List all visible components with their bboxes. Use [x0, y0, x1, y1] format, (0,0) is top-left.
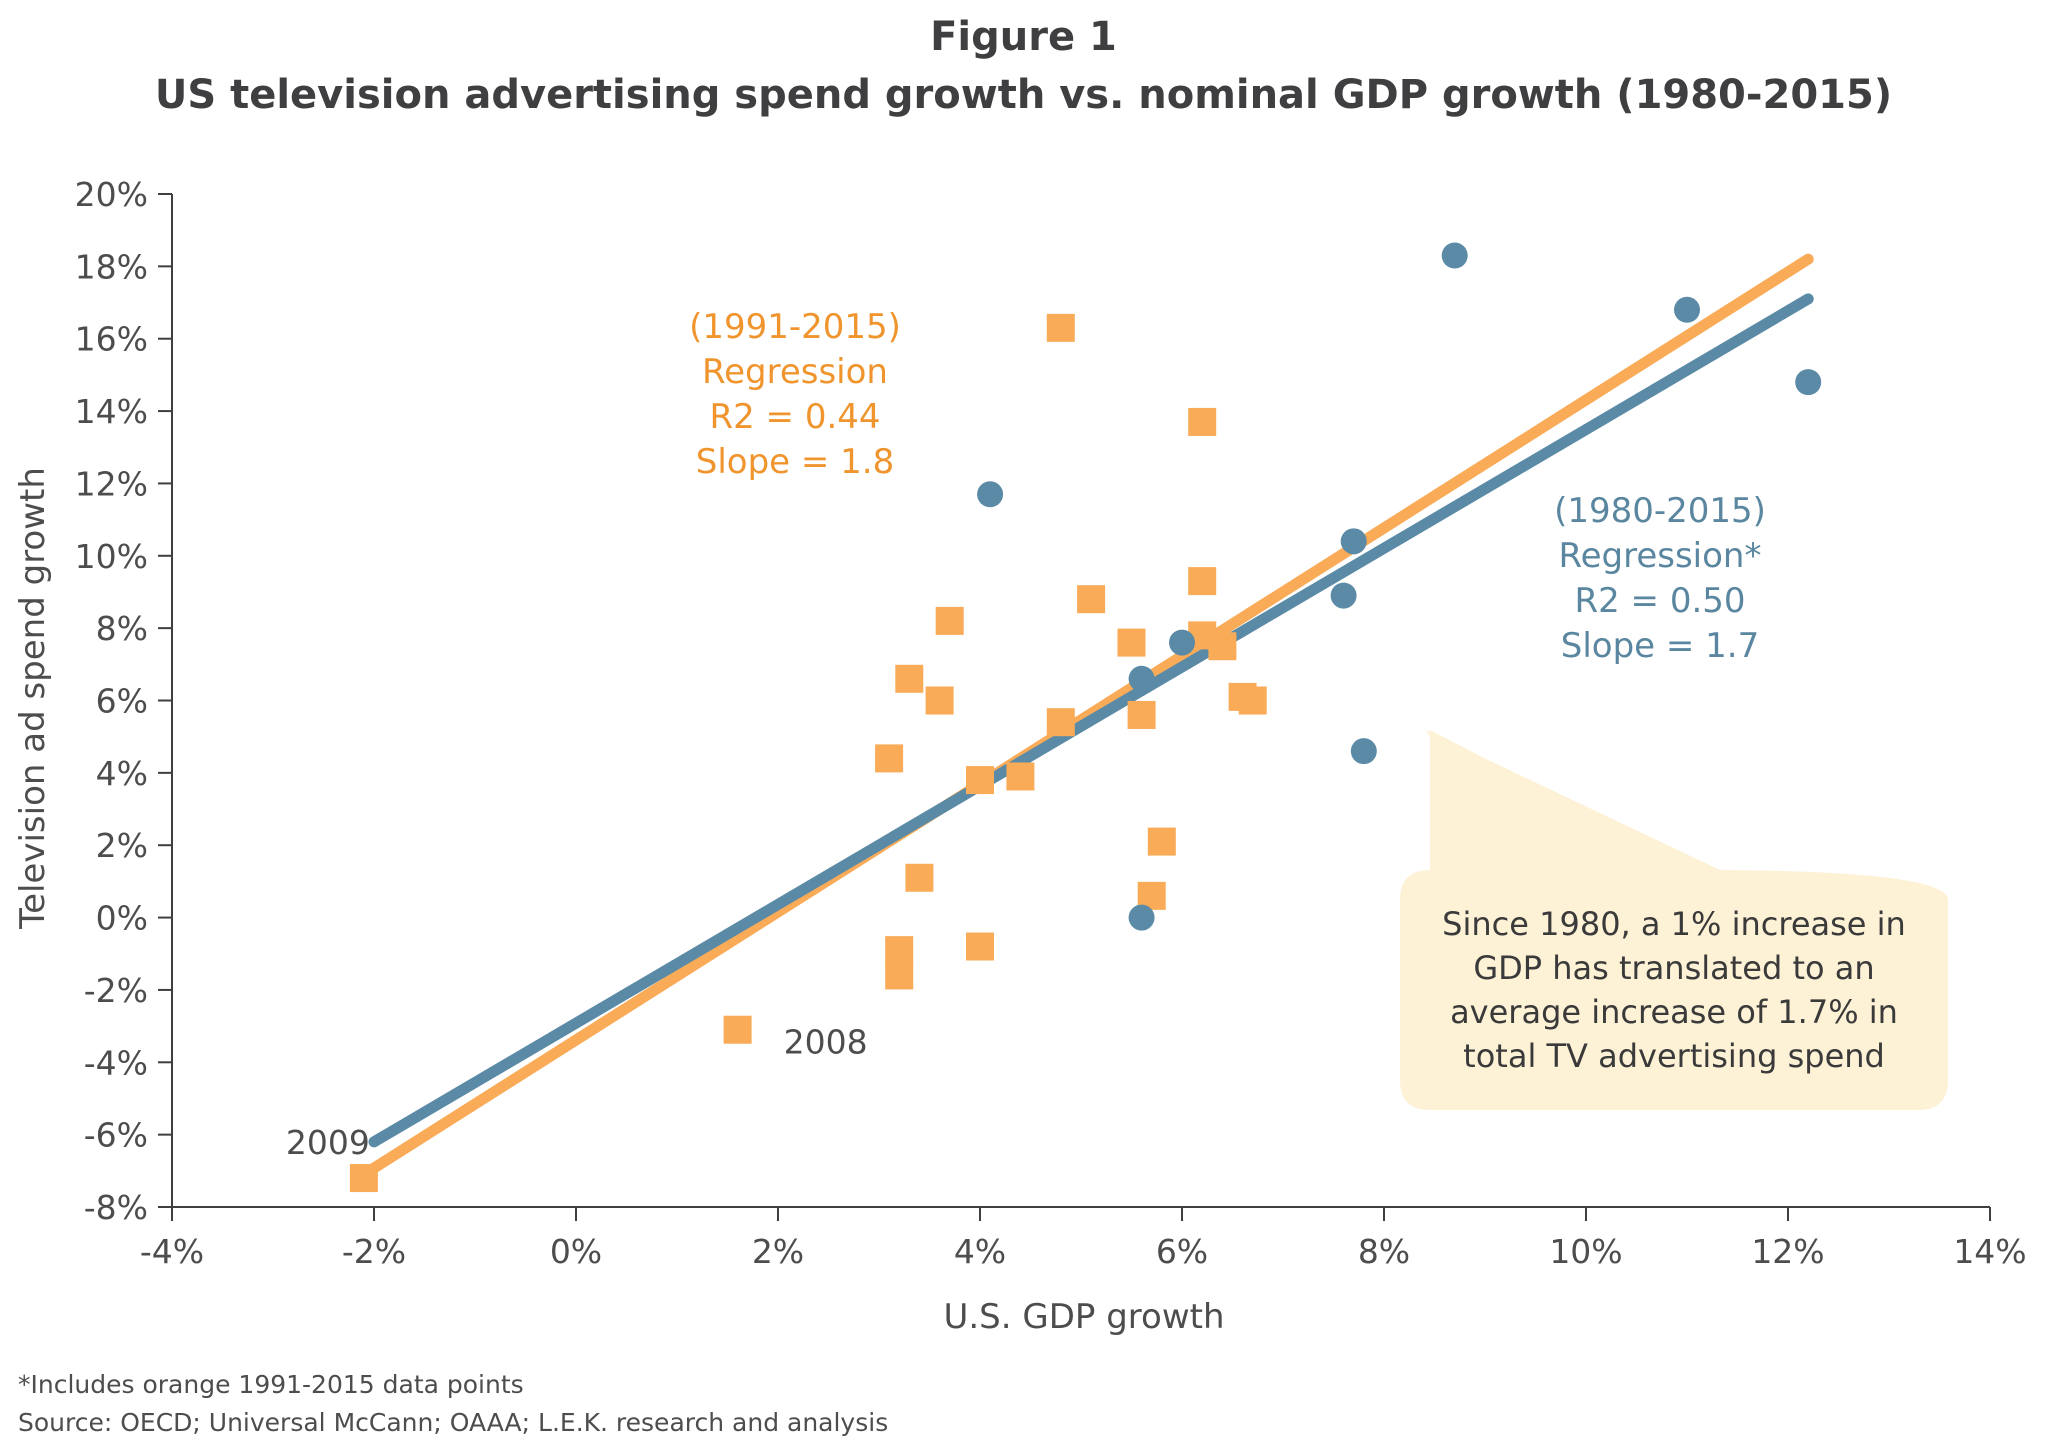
y-tick-label: 18%: [75, 247, 148, 286]
x-tick-label: 12%: [1751, 1232, 1824, 1271]
square-data-point: [905, 863, 934, 892]
year-point-label: 2009: [286, 1123, 370, 1162]
chart-subtitle: US television advertising spend growth v…: [154, 72, 1893, 118]
y-tick-label: 2%: [96, 826, 148, 865]
y-tick-label: 14%: [75, 392, 148, 431]
square-data-point: [1117, 628, 1146, 657]
x-tick-label: 8%: [1358, 1232, 1410, 1271]
regression-label-line: R2 = 0.44: [709, 397, 880, 437]
callout-line: Since 1980, a 1% increase in: [1442, 905, 1906, 943]
callout-line: total TV advertising spend: [1463, 1037, 1885, 1075]
y-tick-label: 8%: [96, 609, 148, 648]
square-data-point: [349, 1164, 378, 1193]
square-data-point: [875, 744, 904, 773]
y-tick-label: 12%: [75, 464, 148, 503]
regression-label-line: Regression: [702, 352, 888, 392]
y-axis-label: Television ad spend growth: [13, 467, 53, 930]
regression-label-line: Slope = 1.8: [696, 442, 895, 482]
regression-label-line: (1991-2015): [689, 307, 901, 347]
x-tick-label: -2%: [342, 1232, 406, 1271]
square-data-point: [1127, 700, 1156, 729]
year-point-label: 2008: [784, 1023, 868, 1062]
square-data-point: [935, 606, 964, 635]
x-tick-label: 6%: [1156, 1232, 1208, 1271]
square-data-point: [966, 932, 994, 961]
regression-label-line: R2 = 0.50: [1574, 581, 1745, 621]
annotations: (1991-2015) Regression R2 = 0.44 Slope = 1.…: [286, 307, 1766, 1162]
circle-data-point: [1441, 242, 1468, 269]
square-data-point: [1077, 585, 1106, 614]
x-tick-label: 14%: [1953, 1232, 2026, 1271]
square-data-point: [885, 936, 914, 965]
page-title: Figure 1: [930, 14, 1117, 60]
callout-line: GDP has translated to an: [1473, 949, 1875, 987]
circle-data-point: [1128, 665, 1155, 692]
y-tick-label: 10%: [75, 537, 148, 576]
y-tick-label: -2%: [84, 971, 148, 1010]
callout-line: average increase of 1.7% in: [1450, 993, 1898, 1031]
square-data-point: [1046, 313, 1075, 342]
regression-line-1980-2015: [368, 293, 1814, 1148]
regression-line-1991-2015: [358, 253, 1814, 1180]
circle-data-point: [1350, 738, 1377, 765]
x-tick-label: 4%: [954, 1232, 1006, 1271]
circle-data-point: [1340, 528, 1367, 555]
y-tick-label: 20%: [75, 175, 148, 214]
x-tick-label: 2%: [752, 1232, 804, 1271]
y-tick-label: 4%: [96, 754, 148, 793]
callout-text: Since 1980, a 1% increase in GDP has tra…: [1400, 870, 1948, 1110]
regression-label-line: Slope = 1.7: [1561, 626, 1760, 666]
regression-label-line: Regression*: [1559, 536, 1762, 576]
square-data-point: [885, 961, 914, 990]
circle-data-point: [1674, 296, 1700, 323]
square-data-point: [925, 686, 954, 715]
y-tick-label: -6%: [84, 1116, 148, 1155]
regression-lines: [358, 253, 1814, 1180]
axes: -4% -2% 0% 2% 4% 6% 8% 10% 12% 14% -8% -6% -4% -2% 0% 2…: [75, 175, 2027, 1271]
y-tick-label: -8%: [84, 1188, 148, 1227]
y-tick-label: 16%: [75, 320, 148, 359]
square-data-point: [895, 664, 924, 693]
circle-data-point: [1330, 582, 1357, 609]
callout-pointer: [1425, 730, 1720, 870]
square-data-point: [1208, 632, 1237, 661]
square-data-point: [1238, 686, 1267, 715]
circle-data-point: [1128, 904, 1155, 931]
x-tick-label: 0%: [550, 1232, 602, 1271]
square-data-point: [1188, 407, 1217, 436]
y-tick-label: 0%: [96, 899, 148, 938]
y-tick-label: 6%: [96, 682, 148, 721]
circle-data-point: [1169, 629, 1195, 656]
circle-data-point: [1795, 369, 1822, 396]
x-axis-label: U.S. GDP growth: [943, 1297, 1224, 1337]
y-tick-label: -4%: [84, 1043, 148, 1082]
footnote: *Includes orange 1991-2015 data points: [18, 1370, 524, 1399]
square-data-point: [1188, 567, 1217, 596]
circle-data-point: [977, 481, 1004, 508]
square-data-point: [723, 1015, 752, 1044]
x-tick-label: -4%: [140, 1232, 204, 1271]
square-data-point: [1046, 708, 1075, 737]
square-data-point: [1006, 762, 1035, 791]
source-note: Source: OECD; Universal McCann; OAAA; L.…: [18, 1408, 889, 1437]
data-points: [349, 242, 1822, 1193]
square-data-point: [1147, 827, 1176, 856]
regression-label-line: (1980-2015): [1554, 491, 1766, 531]
square-data-point: [966, 766, 994, 795]
x-tick-label: 10%: [1549, 1232, 1622, 1271]
